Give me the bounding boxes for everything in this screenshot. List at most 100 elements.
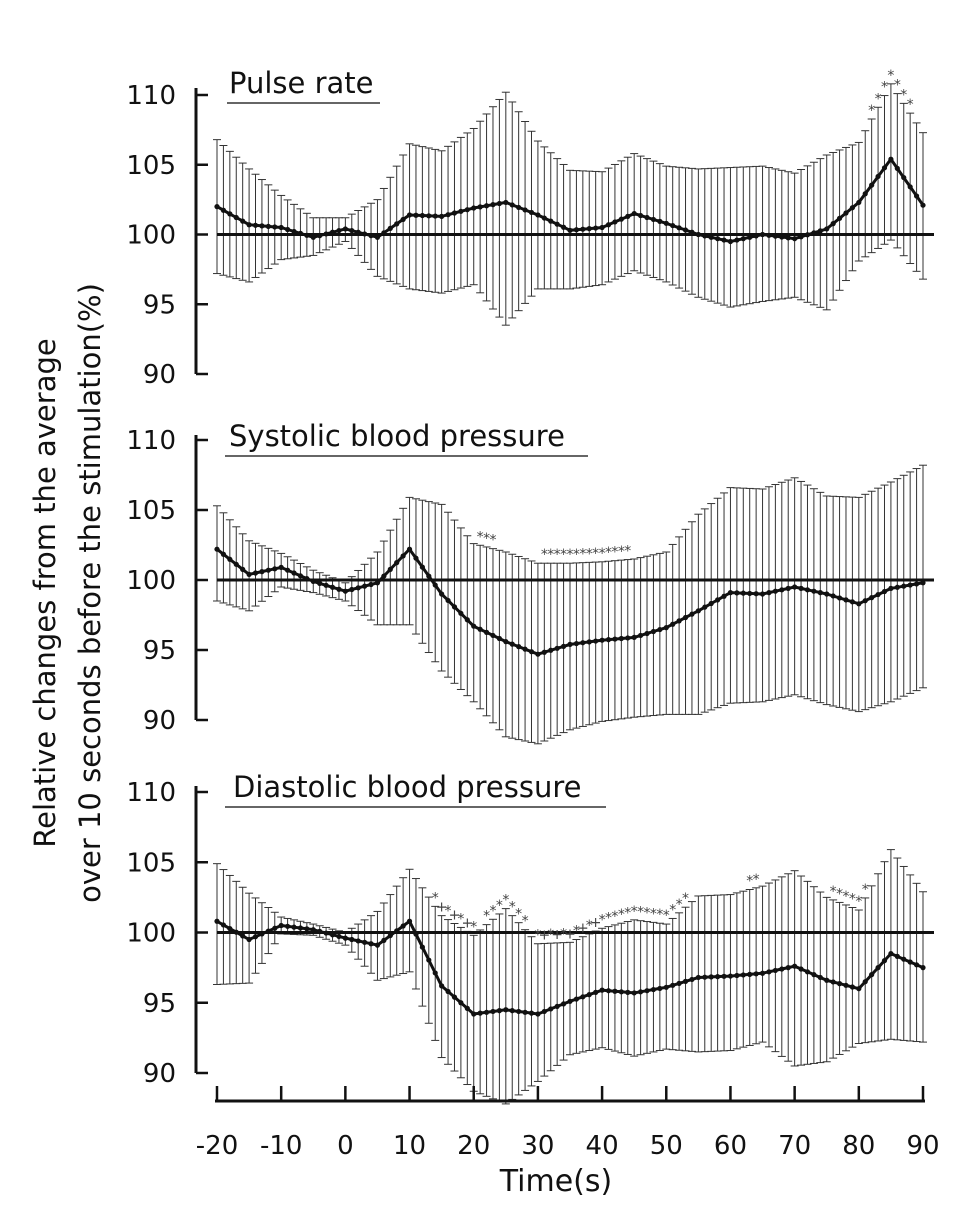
significance-marker: * [541, 547, 548, 563]
mean-point [535, 212, 541, 218]
mean-point [368, 581, 374, 588]
mean-point [304, 576, 310, 582]
mean-point [252, 222, 259, 228]
significance-marker: * [631, 904, 638, 920]
mean-point [374, 942, 381, 948]
significance-marker: * [599, 546, 606, 562]
significance-marker: + [461, 915, 473, 931]
mean-point [670, 982, 676, 988]
mean-point [567, 227, 573, 233]
mean-point [580, 226, 586, 232]
mean-point [715, 236, 721, 242]
significance-marker: * [560, 547, 567, 563]
mean-point [849, 984, 856, 990]
mean-point [400, 553, 406, 559]
mean-point [278, 564, 284, 571]
mean-point [907, 184, 913, 190]
y-tick-label: 105 [126, 496, 176, 526]
mean-point [451, 210, 458, 216]
mean-point [252, 934, 259, 940]
mean-point [644, 630, 650, 637]
mean-point [297, 573, 304, 579]
mean-point [323, 231, 329, 237]
mean-point [387, 932, 393, 939]
mean-point [573, 996, 580, 1002]
significance-marker: * [624, 906, 631, 922]
x-axis-label: Time(s) [499, 1164, 612, 1199]
mean-point [695, 608, 701, 614]
mean-point [599, 987, 605, 993]
mean-point [323, 582, 329, 588]
mean-point [753, 591, 759, 597]
mean-point [625, 635, 631, 641]
mean-point [426, 573, 432, 579]
mean-point [291, 924, 297, 930]
mean-point [766, 232, 772, 238]
mean-point [252, 570, 259, 576]
mean-point [548, 218, 554, 224]
y-tick-label: 100 [126, 221, 176, 251]
mean-point [920, 580, 926, 586]
mean-point [657, 985, 663, 992]
mean-point [593, 225, 599, 231]
significance-marker: * [432, 890, 439, 906]
mean-point [278, 922, 284, 929]
significance-marker: * [483, 909, 490, 925]
mean-point [638, 212, 644, 219]
mean-point [419, 212, 425, 219]
mean-point [849, 205, 856, 211]
significance-marker: * [599, 912, 606, 928]
y-tick-label: 105 [126, 848, 176, 878]
mean-point [567, 998, 573, 1004]
mean-point [695, 974, 701, 981]
significance-marker: * [496, 898, 503, 914]
mean-point [689, 229, 695, 235]
mean-point [753, 233, 759, 239]
significance-marker: * [547, 547, 554, 563]
mean-point [355, 938, 361, 944]
mean-point [676, 225, 682, 231]
mean-point [721, 237, 727, 243]
mean-point [477, 626, 483, 632]
significance-marker: * [855, 894, 862, 910]
mean-point [638, 989, 644, 995]
x-tick-label: 90 [906, 1131, 939, 1161]
significance-marker: * [477, 529, 484, 545]
mean-point [766, 590, 772, 596]
mean-point [901, 583, 907, 589]
mean-point [503, 199, 509, 206]
x-tick-label: 40 [586, 1131, 619, 1161]
significance-marker: * [849, 891, 856, 907]
mean-point [843, 982, 849, 988]
y-tick-label: 105 [126, 151, 176, 181]
mean-point [907, 959, 913, 965]
mean-point [528, 649, 535, 655]
mean-point [631, 990, 637, 996]
mean-point [682, 614, 689, 621]
mean-point [374, 580, 381, 586]
mean-point [792, 236, 798, 242]
mean-point [785, 965, 791, 971]
significance-marker: * [522, 914, 529, 930]
mean-point [496, 635, 502, 642]
mean-point [663, 625, 669, 631]
mean-point [471, 1011, 477, 1017]
mean-point [387, 225, 393, 231]
significance-marker: * [586, 918, 593, 934]
significance-marker: + [564, 926, 576, 942]
mean-point [920, 965, 926, 971]
mean-point [541, 1008, 547, 1015]
mean-point [702, 604, 708, 610]
mean-point [483, 629, 490, 635]
mean-point [554, 221, 560, 227]
mean-point [349, 227, 355, 234]
mean-point [490, 202, 496, 208]
mean-point [342, 588, 348, 594]
y-tick-label: 95 [143, 636, 176, 666]
mean-point [240, 218, 246, 224]
mean-point [811, 230, 817, 236]
mean-point [881, 165, 888, 171]
mean-point [676, 980, 682, 986]
significance-marker: * [573, 547, 580, 563]
